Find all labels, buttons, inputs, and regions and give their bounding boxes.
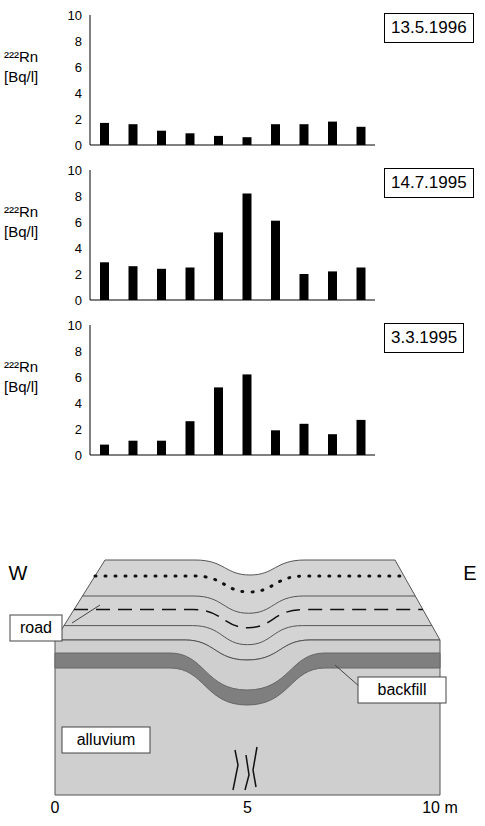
svg-text:0: 0 [75,448,82,463]
svg-text:8: 8 [75,189,82,204]
svg-text:2: 2 [75,267,82,282]
svg-text:0: 0 [75,138,82,153]
html-text:²²²Rn: ²²²Rn [4,358,39,375]
svg-text:W: W [9,562,28,584]
html-text:[Bq/l]: [Bq/l] [4,223,39,240]
svg-text:8: 8 [75,344,82,359]
svg-text:backfill: backfill [378,681,427,698]
svg-text:4: 4 [75,241,82,256]
svg-text:6: 6 [75,215,82,230]
svg-text:8: 8 [75,34,82,49]
svg-text:4: 4 [75,396,82,411]
html-text:[Bq/l]: [Bq/l] [4,378,39,395]
svg-text:2: 2 [75,422,82,437]
svg-text:2: 2 [75,112,82,127]
html-text:13.5.1996: 13.5.1996 [391,18,467,37]
svg-text:4: 4 [75,86,82,101]
svg-text:alluvium: alluvium [77,731,136,748]
svg-text:10: 10 [68,318,82,333]
svg-text:6: 6 [75,60,82,75]
svg-text:road: road [20,619,52,636]
svg-text:10: 10 [68,163,82,178]
svg-text:6: 6 [75,370,82,385]
svg-text:5: 5 [243,799,252,816]
html-text:14.7.1995: 14.7.1995 [391,173,467,192]
html-text:²²²Rn: ²²²Rn [4,48,39,65]
html-text:[Bq/l]: [Bq/l] [4,68,39,85]
html-text:3.3.1995: 3.3.1995 [391,328,458,347]
svg-text:10 m: 10 m [422,799,458,816]
svg-text:0: 0 [51,799,60,816]
svg-text:0: 0 [75,293,82,308]
svg-text:E: E [463,562,476,584]
html-text:²²²Rn: ²²²Rn [4,203,39,220]
svg-text:10: 10 [68,8,82,23]
